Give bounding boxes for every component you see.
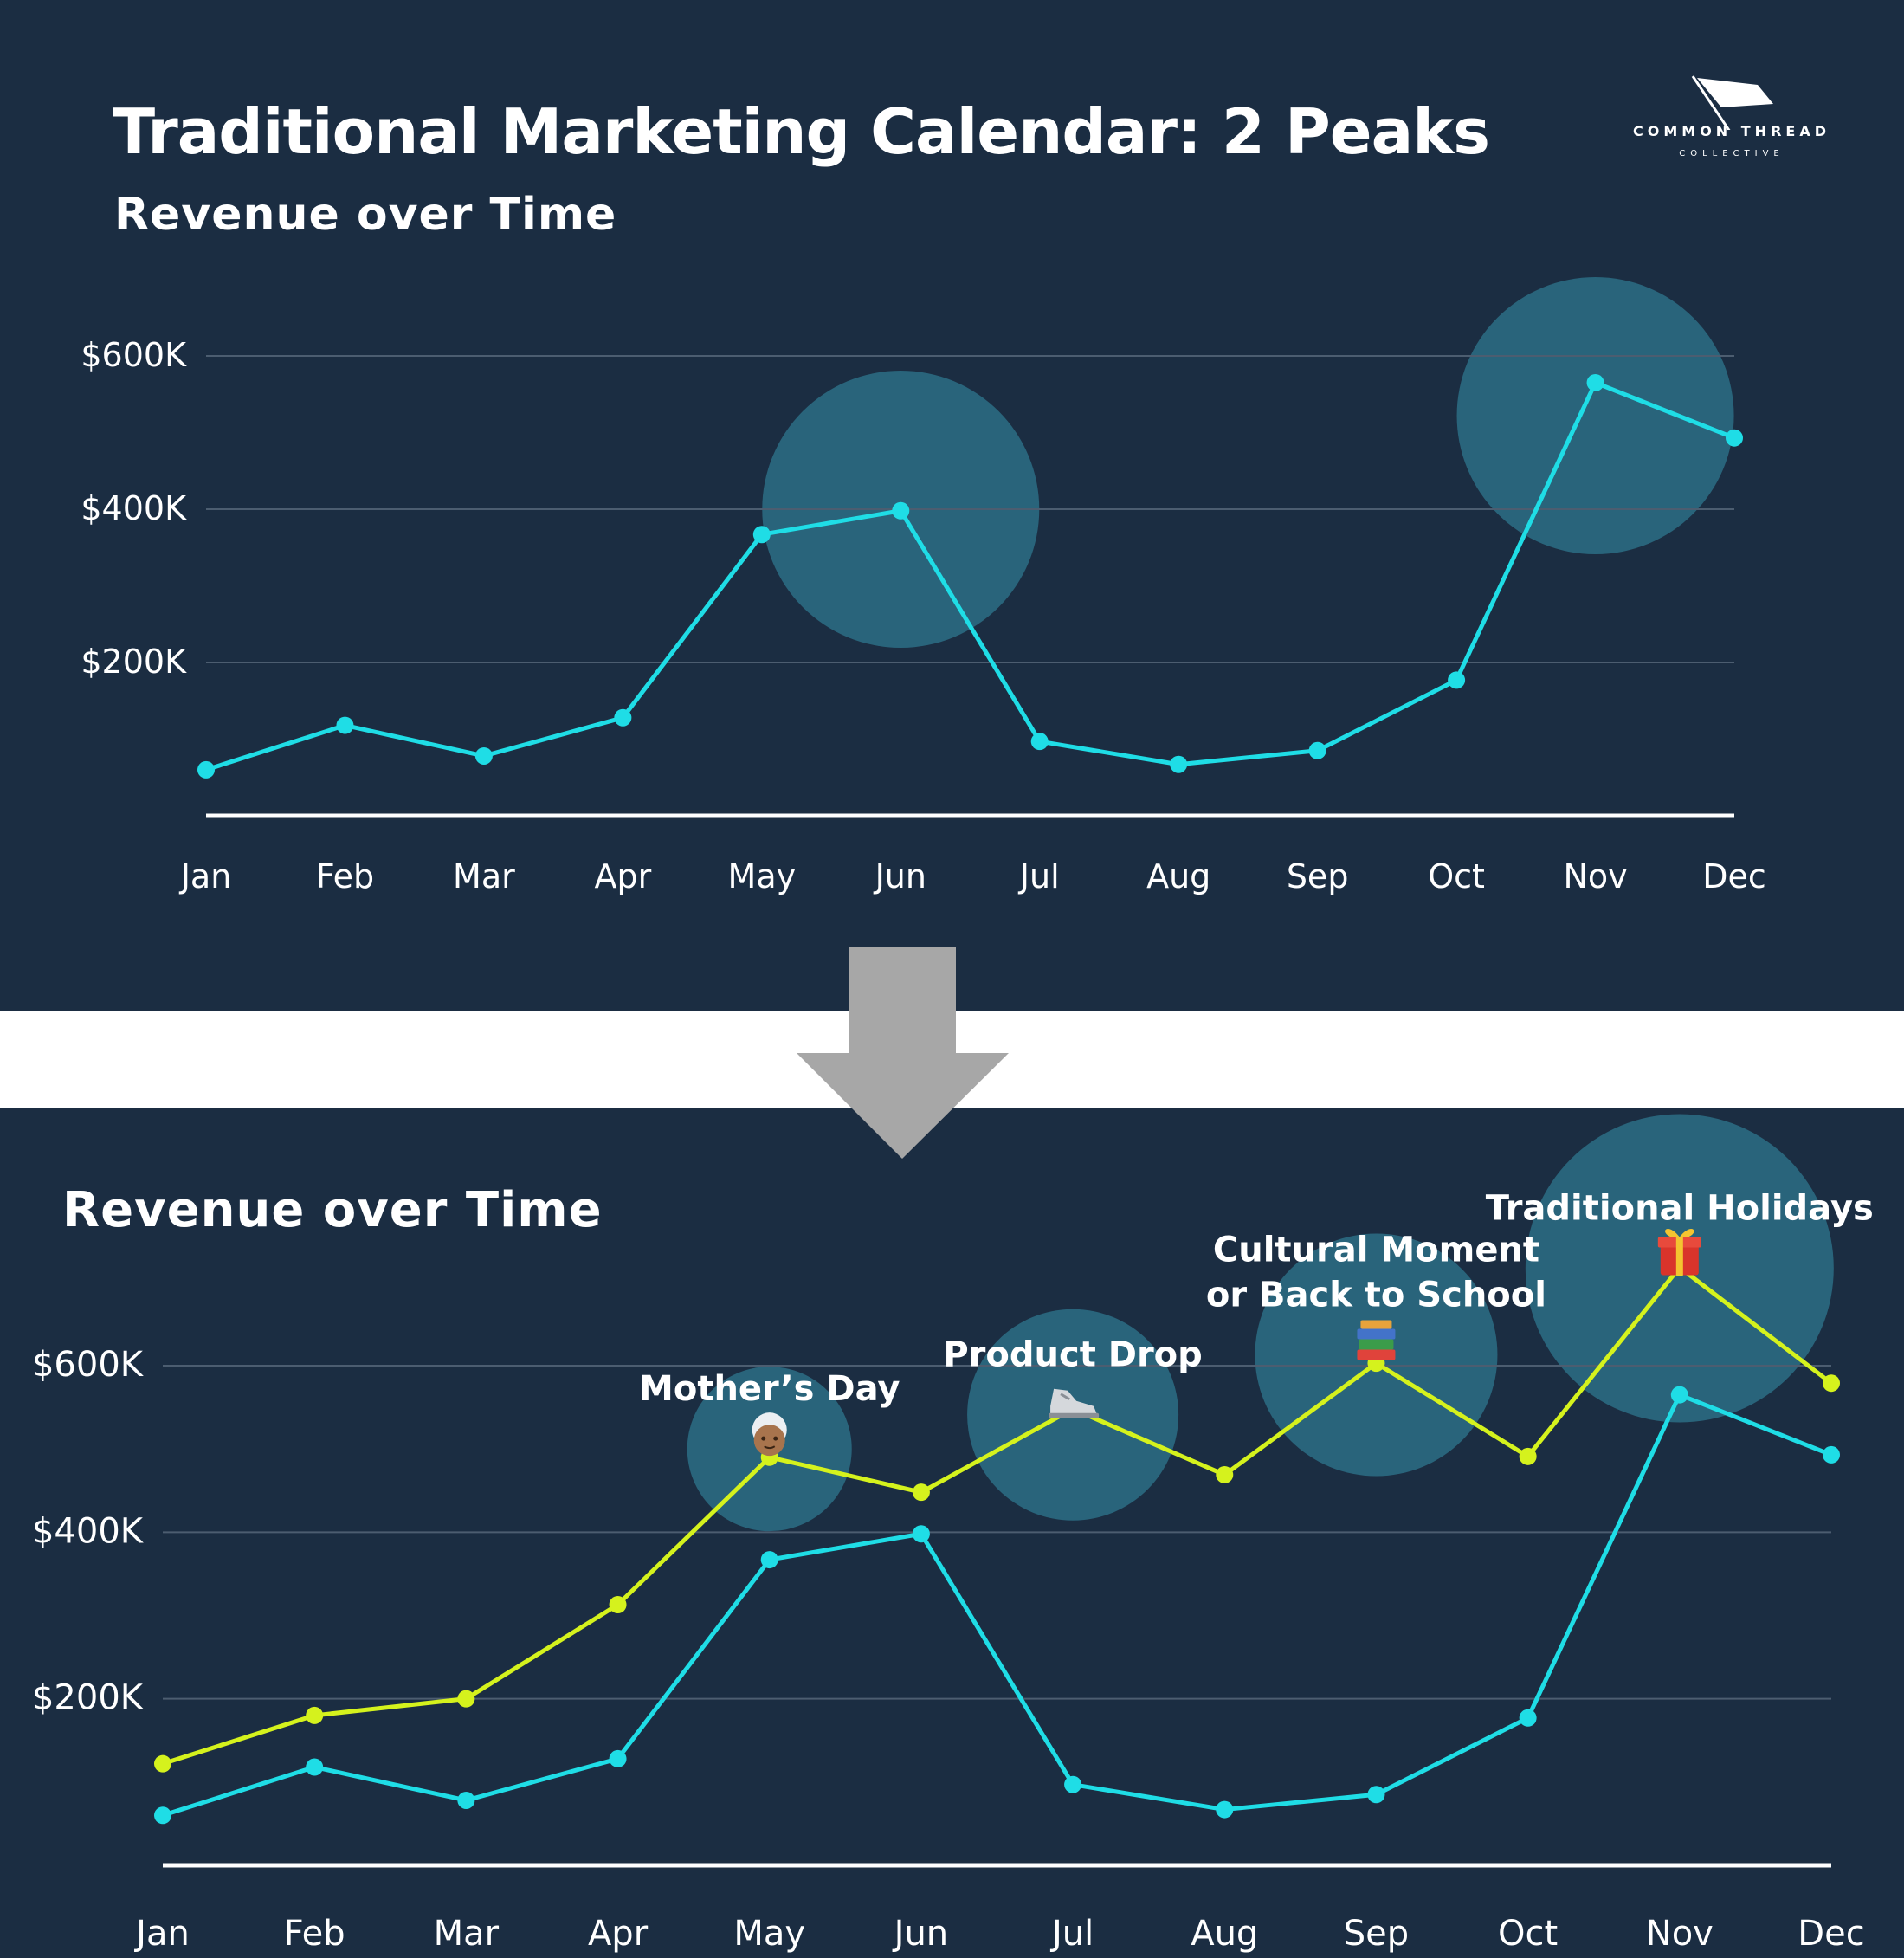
down-arrow-icon <box>797 947 1009 1159</box>
x-tick-label: Mar <box>453 857 515 895</box>
x-tick-label: Aug <box>1146 857 1210 895</box>
page-title: Traditional Marketing Calendar: 2 Peaks <box>113 95 1490 168</box>
annotation-label: Cultural Moment <box>1213 1230 1539 1270</box>
x-tick-label: Sep <box>1287 857 1349 895</box>
series-line <box>162 1393 1832 1818</box>
data-point <box>1448 671 1466 689</box>
annotation-label: Traditional Holidays <box>1486 1188 1874 1228</box>
x-tick-label: Nov <box>1646 1914 1714 1954</box>
data-point <box>614 708 632 727</box>
data-point <box>892 501 910 520</box>
data-point <box>1030 733 1049 751</box>
grandmother-icon <box>752 1412 787 1457</box>
data-point <box>609 1749 627 1767</box>
data-point <box>457 1791 475 1809</box>
x-tick-label: May <box>728 857 797 895</box>
x-tick-label: Oct <box>1428 857 1485 895</box>
data-point <box>1064 1775 1082 1793</box>
data-point <box>752 526 771 544</box>
y-tick-label: $600K <box>32 1345 145 1385</box>
data-point <box>1670 1386 1688 1404</box>
data-point <box>1726 429 1743 447</box>
flag-icon <box>1691 75 1773 132</box>
data-point <box>609 1595 627 1613</box>
x-tick-label: Nov <box>1563 857 1627 895</box>
data-point <box>154 1806 171 1825</box>
annotation-label: or Back to School <box>1206 1275 1546 1315</box>
data-point <box>1308 741 1326 759</box>
x-tick-label: Jul <box>1049 1914 1094 1954</box>
x-tick-label: May <box>733 1914 805 1954</box>
bottom-chart-subtitle: Revenue over Time <box>62 1182 603 1238</box>
y-tick-label: $200K <box>32 1678 145 1718</box>
data-point <box>474 746 493 765</box>
data-point <box>912 1525 930 1543</box>
data-point <box>197 760 215 779</box>
x-tick-label: Oct <box>1498 1914 1558 1954</box>
data-point <box>1367 1786 1385 1804</box>
data-point <box>1823 1374 1840 1393</box>
y-tick-label: $200K <box>81 643 187 681</box>
y-tick-label: $400K <box>32 1511 145 1551</box>
data-point <box>154 1754 171 1773</box>
logo-brand-text: COMMON THREAD <box>1633 123 1830 139</box>
x-tick-label: Mar <box>434 1914 500 1954</box>
highlight-circle <box>1456 277 1734 555</box>
data-point <box>336 716 354 734</box>
x-tick-label: Jul <box>1018 857 1060 895</box>
data-point <box>1823 1445 1840 1464</box>
x-tick-label: Jan <box>133 1914 190 1954</box>
books-icon <box>1357 1320 1396 1360</box>
top-chart-subtitle: Revenue over Time <box>114 189 617 241</box>
data-point <box>760 1551 778 1569</box>
data-point <box>1216 1465 1234 1483</box>
x-tick-label: Feb <box>316 857 374 895</box>
gift-icon <box>1657 1228 1701 1276</box>
sneaker-icon <box>1049 1388 1100 1418</box>
annotation-label: Mother’s Day <box>639 1369 900 1409</box>
series-line <box>162 1265 1833 1767</box>
x-tick-label: Dec <box>1798 1914 1864 1954</box>
x-tick-label: Apr <box>594 857 651 895</box>
x-tick-label: Jan <box>179 857 232 895</box>
x-tick-label: Sep <box>1344 1914 1409 1954</box>
x-tick-label: Jun <box>892 1914 949 1954</box>
x-tick-label: Aug <box>1191 1914 1258 1954</box>
x-tick-label: Apr <box>588 1914 649 1954</box>
series-line <box>205 380 1735 772</box>
y-tick-label: $400K <box>81 489 187 527</box>
data-point <box>306 1706 324 1724</box>
y-tick-label: $600K <box>81 336 187 374</box>
brand-logo: COMMON THREAD COLLECTIVE <box>1628 69 1836 165</box>
bottom-line-chart: $200K $400K $600K Jan Feb Mar Apr May Jun Jul Aug S… <box>32 1114 1874 1954</box>
data-point <box>1586 373 1604 391</box>
annotation-label: Product Drop <box>943 1335 1202 1375</box>
data-point <box>1519 1447 1537 1465</box>
x-tick-label: Dec <box>1702 857 1766 895</box>
data-point <box>912 1483 930 1502</box>
data-point <box>1519 1709 1537 1727</box>
data-point <box>306 1758 324 1776</box>
data-point <box>457 1690 475 1708</box>
data-point <box>1170 755 1188 773</box>
x-tick-label: Feb <box>284 1914 345 1954</box>
top-line-chart: $200K $400K $600K Jan Feb Mar Apr May Jun Jul Aug S… <box>81 277 1766 895</box>
data-point <box>1216 1800 1234 1819</box>
x-tick-label: Jun <box>874 857 926 895</box>
logo-sub-text: COLLECTIVE <box>1679 149 1785 158</box>
